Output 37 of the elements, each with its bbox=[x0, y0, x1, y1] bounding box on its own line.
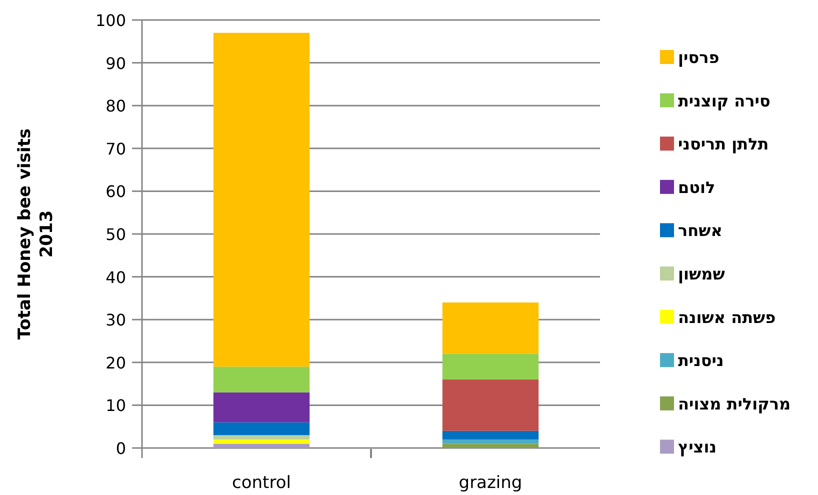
bar bbox=[442, 439, 539, 444]
y-tick-label: 60 bbox=[106, 182, 126, 202]
x-tick-label: control bbox=[232, 473, 291, 493]
y-tick-label: 30 bbox=[106, 310, 126, 330]
x-tick-label: grazing bbox=[458, 473, 522, 493]
bar bbox=[213, 422, 310, 436]
y-tick-label: 100 bbox=[95, 11, 126, 30]
y-tick-label: 80 bbox=[106, 96, 126, 116]
legend-label: לוטם bbox=[678, 178, 716, 197]
y-axis-title: Total Honey bee visits 2013 bbox=[15, 128, 57, 340]
bar bbox=[442, 430, 539, 440]
legend-label: פשתה אשונה bbox=[678, 308, 776, 327]
bar bbox=[442, 380, 539, 431]
legend-label: פרסין bbox=[678, 48, 720, 67]
bar bbox=[442, 302, 539, 354]
y-tick-label: 0 bbox=[116, 439, 126, 458]
y-tick-label: 70 bbox=[106, 139, 126, 158]
bar bbox=[213, 366, 310, 392]
legend-label: אשחר bbox=[678, 221, 722, 240]
bar bbox=[213, 435, 310, 440]
legend-label: מרקולית מצויה bbox=[678, 394, 791, 414]
bar bbox=[213, 444, 310, 448]
y-tick-label: 10 bbox=[106, 396, 126, 416]
y-tick-label: 20 bbox=[106, 353, 126, 372]
legend-label: שמשון bbox=[678, 264, 725, 284]
bar bbox=[213, 439, 310, 444]
y-tick-label: 40 bbox=[106, 268, 126, 287]
bar bbox=[213, 32, 310, 367]
y-tick-label: 50 bbox=[106, 225, 126, 244]
legend-label: תלתן תריסני bbox=[678, 134, 769, 154]
bar bbox=[442, 444, 539, 448]
legend-label: סירה קוצנית bbox=[678, 91, 770, 110]
legend-label: ניסנית bbox=[678, 351, 724, 370]
bar bbox=[213, 392, 310, 422]
legend-label: נוציץ bbox=[678, 438, 716, 457]
y-tick-label: 90 bbox=[106, 54, 126, 73]
bar bbox=[442, 354, 539, 380]
